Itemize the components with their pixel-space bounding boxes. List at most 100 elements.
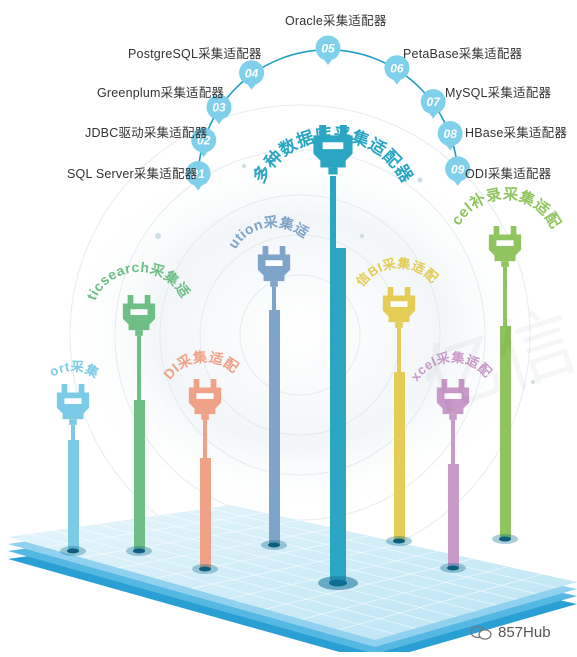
pillar-shaft (394, 372, 405, 541)
pillar-base-core (199, 566, 211, 572)
pillar-connector (397, 328, 401, 372)
pin-tail (197, 149, 210, 157)
pin-tail (192, 182, 205, 191)
pillar-shaft (200, 458, 211, 569)
pillar-shaft (134, 400, 145, 551)
adapter-label-03: Greenplum采集适配器 (97, 86, 225, 100)
arc-pin: 05 (315, 35, 341, 65)
pillar-shaft (500, 326, 511, 539)
pin-circle (437, 121, 463, 146)
adapter-label-08: HBase采集适配器 (465, 126, 568, 140)
pillar-6 (488, 226, 522, 544)
pin-number: 04 (245, 66, 259, 80)
center-connector (330, 176, 336, 248)
pillar-shaft (68, 440, 79, 551)
background-dot (360, 234, 364, 238)
pillars (56, 125, 522, 590)
plug-icon (313, 125, 353, 175)
plug-icon (382, 287, 416, 328)
pin-tail (213, 116, 225, 125)
pin-circle (384, 55, 410, 81)
adapter-label-04: PostgreSQL采集适配器 (128, 47, 262, 61)
pillar-connector (137, 336, 141, 400)
pin-number: 09 (451, 162, 465, 176)
arc-pin: 04 (239, 60, 265, 90)
pin-circle (445, 156, 471, 182)
pillar-connector (451, 420, 455, 464)
adapter-label-05: Oracle采集适配器 (285, 14, 387, 28)
pillar-1 (122, 295, 156, 556)
pin-number: 05 (321, 42, 335, 56)
adapter-label-09: ODI采集适配器 (465, 167, 552, 181)
plug-icon (257, 246, 291, 287)
plug-icon (436, 379, 470, 420)
plug-icon (188, 379, 222, 420)
arc-pin: 06 (384, 55, 410, 85)
plate-grid-line (185, 511, 537, 594)
base-platform (8, 505, 577, 657)
pin-circle (185, 161, 211, 186)
arc-pin: 01 (185, 161, 211, 191)
background-ring (239, 274, 361, 396)
pillar-5 (436, 379, 470, 573)
pin-number: 03 (212, 101, 226, 115)
plate-grid-line (207, 507, 557, 589)
pin-circle (191, 127, 217, 153)
pillar-0 (56, 384, 90, 556)
pillar-4 (382, 287, 416, 546)
adapter-label-06: PetaBase采集适配器 (403, 47, 523, 61)
adapter-label-01: SQL Server采集适配器 (67, 167, 198, 181)
arc-pin: 02 (191, 127, 217, 157)
pillar-connector (272, 287, 276, 310)
pin-tail (451, 177, 464, 186)
pillar-base-core (447, 565, 459, 571)
plate-grid-line (191, 543, 404, 589)
pillar-base-core (499, 536, 511, 542)
source-watermark: 857Hub (470, 624, 551, 641)
plate-grid-line (338, 573, 543, 631)
pin-number: 06 (390, 61, 404, 75)
pin-tail (390, 76, 403, 85)
background-ring (114, 149, 486, 521)
pillar-connector (203, 420, 207, 458)
pillar-3 (257, 246, 291, 550)
plate-grid-line (264, 558, 473, 610)
pillar-connector (71, 425, 75, 440)
pin-circle (206, 94, 232, 120)
arc-pin: 03 (206, 94, 232, 125)
pin-tail (444, 142, 457, 151)
pin-tail (427, 110, 440, 119)
pillar-2 (188, 379, 222, 574)
background-glow (60, 140, 540, 520)
pillar-base-core (133, 548, 145, 554)
wechat-icon (470, 625, 492, 640)
background-dot (531, 380, 535, 384)
plug-icon (488, 226, 522, 267)
pin-number: 07 (427, 95, 442, 109)
pillar-base-core (393, 538, 405, 544)
pillar-shaft (269, 310, 280, 545)
background-ring (159, 194, 441, 476)
arc-pin: 09 (445, 156, 471, 186)
pillar-base-core (268, 542, 280, 548)
pillar-connector (503, 267, 507, 326)
pin-tail (322, 57, 334, 65)
plate-grid-line (301, 566, 508, 620)
background-dot (417, 177, 423, 183)
pillar-base-core (67, 548, 79, 554)
adapter-label-02: JDBC驱动采集适配器 (85, 126, 208, 140)
pin-number: 02 (197, 134, 211, 148)
arc-pin: 08 (437, 121, 463, 151)
pin-circle (315, 35, 341, 61)
adapter-label-07: MySQL采集适配器 (445, 86, 552, 100)
top-arc: 01 02 03 04 05 06 07 08 09 (185, 35, 471, 191)
background-dot (242, 164, 246, 168)
pin-tail (245, 81, 258, 90)
pin-circle (420, 89, 446, 115)
plug-icon (122, 295, 156, 336)
plug-icon (56, 384, 90, 425)
arc-pin: 07 (420, 89, 446, 119)
background-dot (155, 233, 161, 239)
